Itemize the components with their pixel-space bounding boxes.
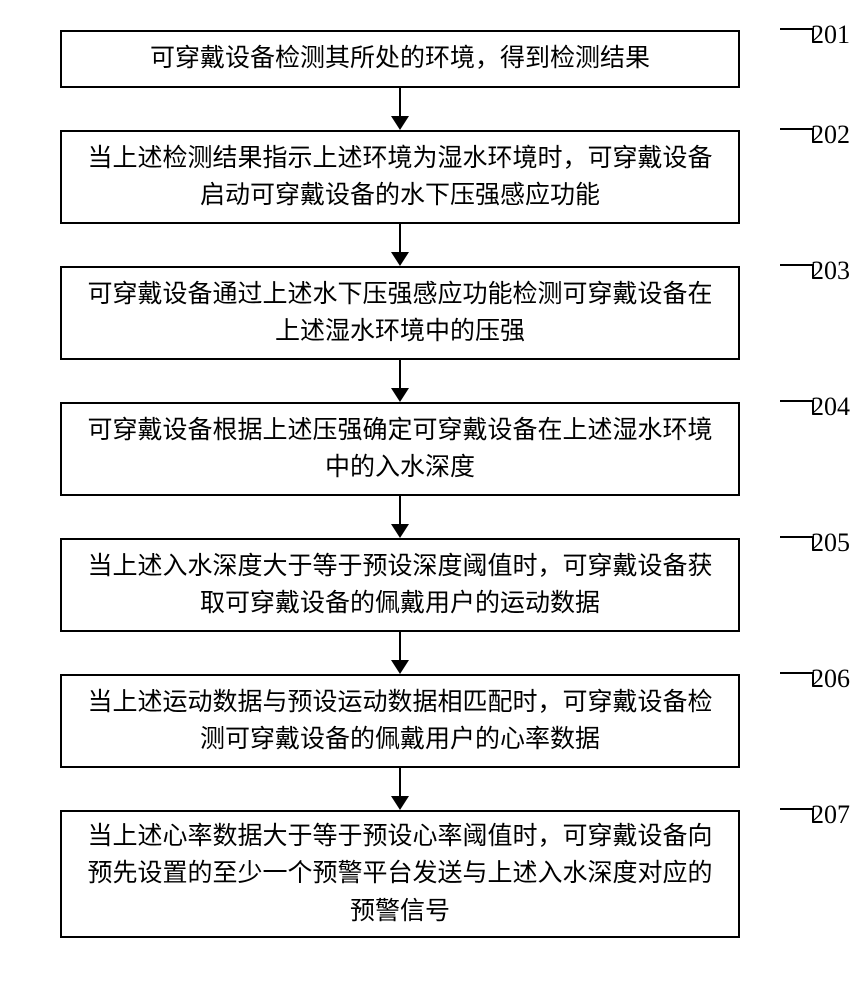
step-label: 207 (811, 800, 850, 830)
flow-arrow (60, 88, 740, 130)
step-text: 可穿戴设备检测其所处的环境，得到检测结果 (150, 40, 650, 78)
flow-step: 206 当上述运动数据与预设运动数据相匹配时，可穿戴设备检测可穿戴设备的佩戴用户… (60, 674, 800, 768)
flow-step: 204 可穿戴设备根据上述压强确定可穿戴设备在上述湿水环境中的入水深度 (60, 402, 800, 496)
step-text: 当上述检测结果指示上述环境为湿水环境时，可穿戴设备启动可穿戴设备的水下压强感应功… (82, 140, 718, 215)
step-text: 当上述入水深度大于等于预设深度阈值时，可穿戴设备获取可穿戴设备的佩戴用户的运动数… (82, 548, 718, 623)
step-box: 当上述心率数据大于等于预设心率阈值时，可穿戴设备向预先设置的至少一个预警平台发送… (60, 810, 740, 938)
label-connector (780, 536, 814, 550)
step-text: 当上述运动数据与预设运动数据相匹配时，可穿戴设备检测可穿戴设备的佩戴用户的心率数… (82, 684, 718, 759)
flow-arrow (60, 632, 740, 674)
label-connector (780, 672, 814, 686)
flow-step: 203 可穿戴设备通过上述水下压强感应功能检测可穿戴设备在上述湿水环境中的压强 (60, 266, 800, 360)
step-box: 当上述入水深度大于等于预设深度阈值时，可穿戴设备获取可穿戴设备的佩戴用户的运动数… (60, 538, 740, 632)
flow-step: 202 当上述检测结果指示上述环境为湿水环境时，可穿戴设备启动可穿戴设备的水下压… (60, 130, 800, 224)
step-box: 可穿戴设备通过上述水下压强感应功能检测可穿戴设备在上述湿水环境中的压强 (60, 266, 740, 360)
flow-arrow (60, 768, 740, 810)
step-box: 可穿戴设备检测其所处的环境，得到检测结果 (60, 30, 740, 88)
step-text: 当上述心率数据大于等于预设心率阈值时，可穿戴设备向预先设置的至少一个预警平台发送… (82, 818, 718, 931)
step-text: 可穿戴设备通过上述水下压强感应功能检测可穿戴设备在上述湿水环境中的压强 (82, 276, 718, 351)
label-connector (780, 264, 814, 278)
step-box: 当上述运动数据与预设运动数据相匹配时，可穿戴设备检测可穿戴设备的佩戴用户的心率数… (60, 674, 740, 768)
label-connector (780, 400, 814, 414)
flow-step: 207 当上述心率数据大于等于预设心率阈值时，可穿戴设备向预先设置的至少一个预警… (60, 810, 800, 938)
label-connector (780, 128, 814, 142)
flow-arrow (60, 496, 740, 538)
step-box: 可穿戴设备根据上述压强确定可穿戴设备在上述湿水环境中的入水深度 (60, 402, 740, 496)
flowchart-container: 201 可穿戴设备检测其所处的环境，得到检测结果 202 当上述检测结果指示上述… (60, 30, 800, 938)
step-label: 206 (811, 664, 850, 694)
flow-step: 201 可穿戴设备检测其所处的环境，得到检测结果 (60, 30, 800, 88)
step-box: 当上述检测结果指示上述环境为湿水环境时，可穿戴设备启动可穿戴设备的水下压强感应功… (60, 130, 740, 224)
flow-arrow (60, 224, 740, 266)
step-label: 202 (811, 120, 850, 150)
step-label: 201 (811, 20, 850, 50)
step-label: 203 (811, 256, 850, 286)
flow-step: 205 当上述入水深度大于等于预设深度阈值时，可穿戴设备获取可穿戴设备的佩戴用户… (60, 538, 800, 632)
label-connector (780, 808, 814, 822)
label-connector (780, 28, 814, 42)
flow-arrow (60, 360, 740, 402)
step-label: 204 (811, 392, 850, 422)
step-label: 205 (811, 528, 850, 558)
step-text: 可穿戴设备根据上述压强确定可穿戴设备在上述湿水环境中的入水深度 (82, 412, 718, 487)
